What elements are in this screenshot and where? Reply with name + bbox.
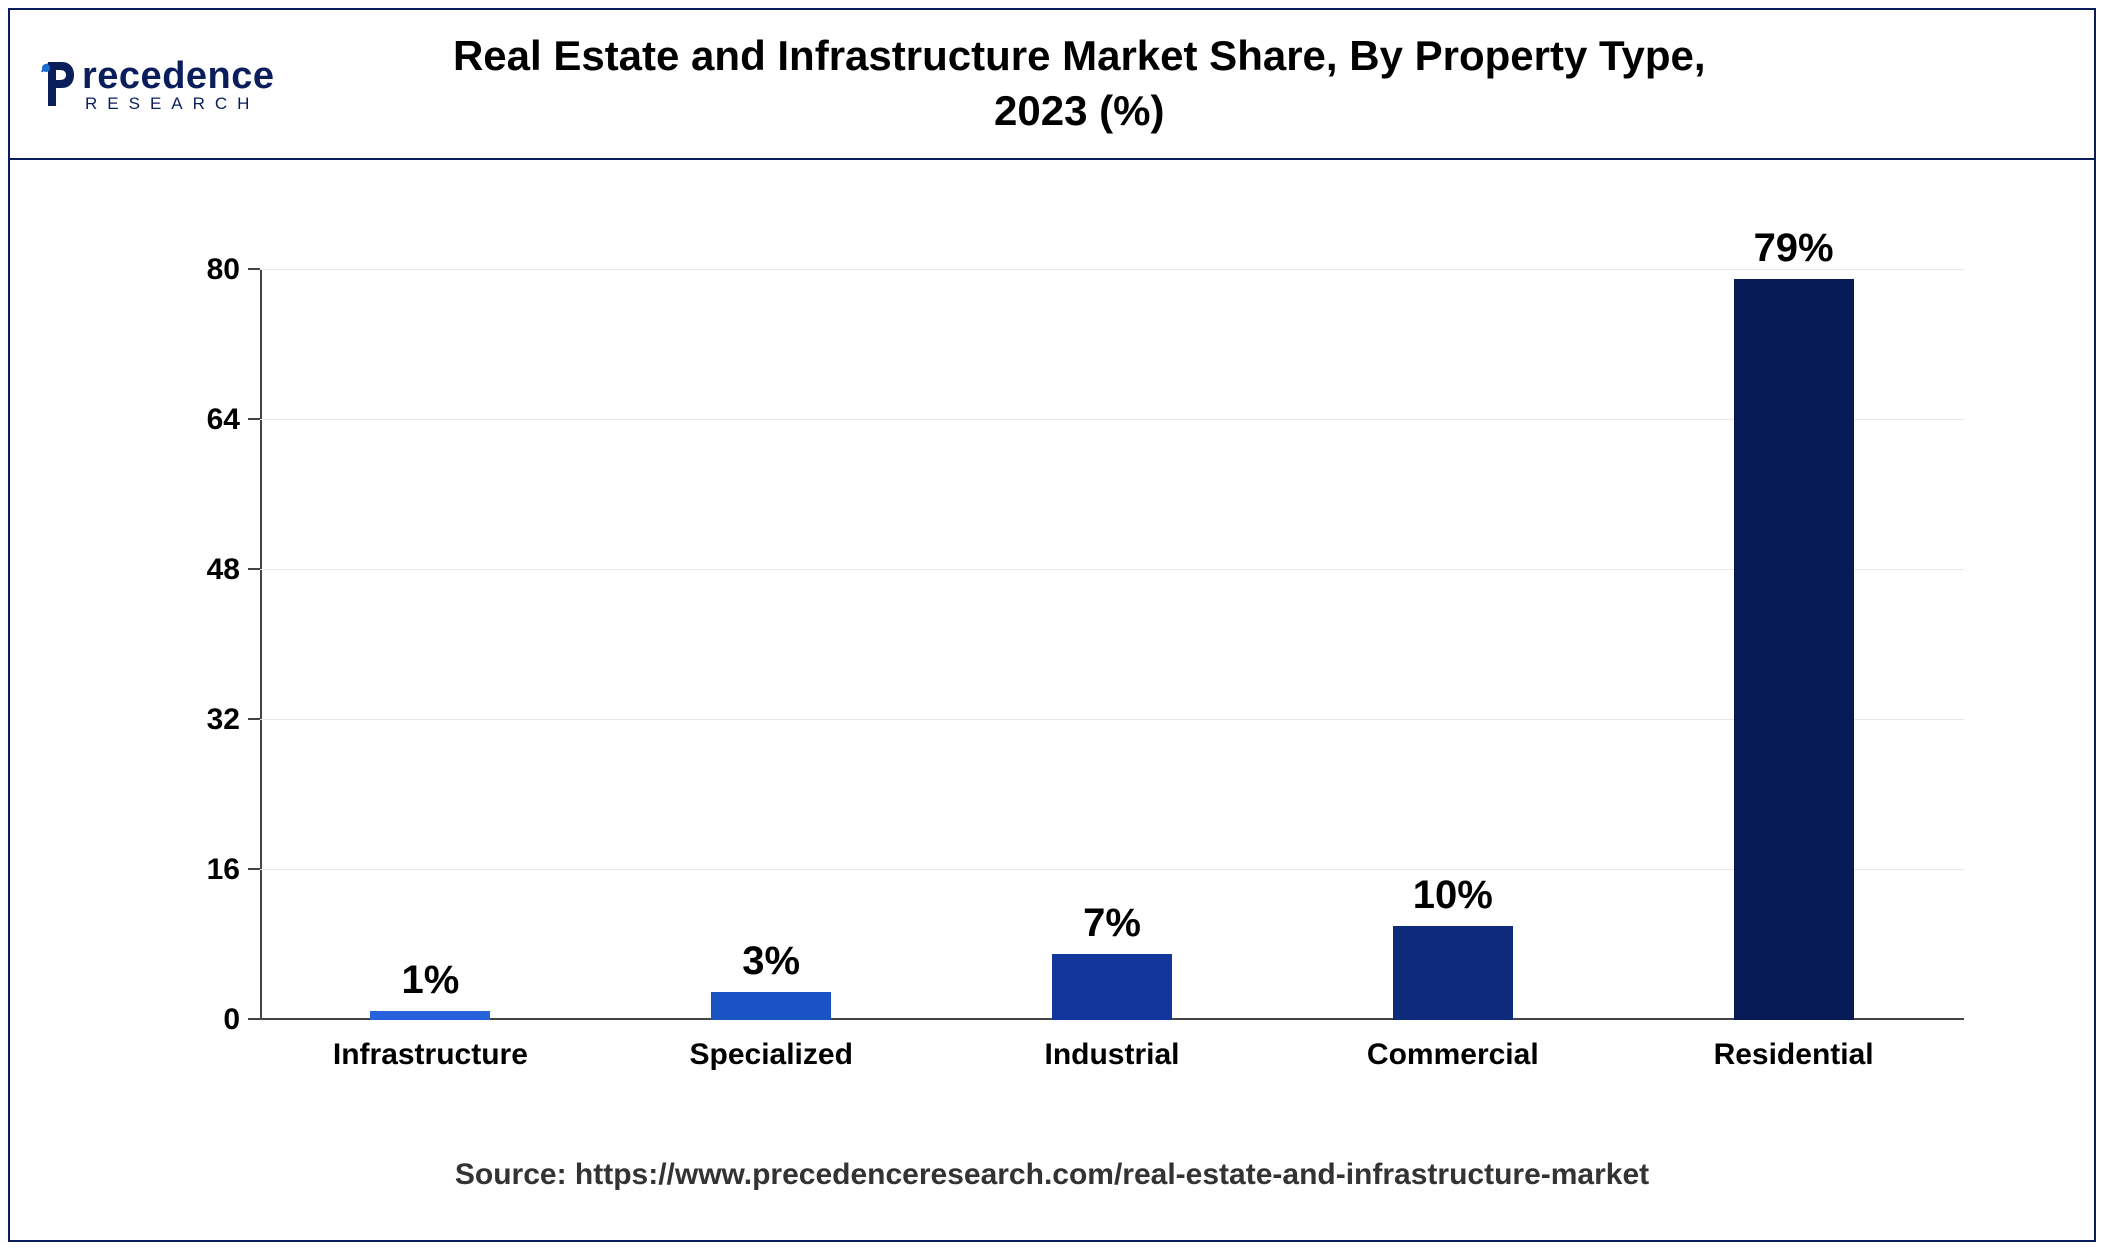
logo-sub-text: RESEARCH xyxy=(82,94,275,114)
chart-area: 1% 3% 7% 10% 79% 0 16 32 48 64 80 Infrastructure Sp… xyxy=(130,180,2004,1090)
y-axis xyxy=(260,270,262,1020)
bar-value-label: 79% xyxy=(1754,226,1834,271)
x-category-label: Commercial xyxy=(1367,1038,1539,1072)
bar-value-label: 7% xyxy=(1083,901,1141,946)
x-category-label: Residential xyxy=(1714,1038,1874,1072)
chart-title: Real Estate and Infrastructure Market Sh… xyxy=(275,29,2064,138)
gridline xyxy=(260,719,1964,720)
gridline xyxy=(260,569,1964,570)
title-line-2: 2023 (%) xyxy=(275,84,1884,139)
gridline xyxy=(260,419,1964,420)
y-tick-label: 48 xyxy=(207,553,240,587)
y-tick-label: 80 xyxy=(207,253,240,287)
y-tick-mark xyxy=(248,868,260,870)
x-category-label: Infrastructure xyxy=(333,1038,528,1072)
y-tick-label: 64 xyxy=(207,403,240,437)
bar-rect xyxy=(1393,926,1513,1020)
gridline xyxy=(260,269,1964,270)
chart-frame: recedence RESEARCH Real Estate and Infra… xyxy=(8,8,2096,1242)
logo-p-icon xyxy=(40,58,76,110)
y-tick-mark xyxy=(248,418,260,420)
bar-value-label: 1% xyxy=(401,958,459,1003)
bar-value-label: 10% xyxy=(1413,873,1493,918)
bar-group: 3% xyxy=(711,939,831,1020)
bar-group: 7% xyxy=(1052,901,1172,1020)
bar-group: 1% xyxy=(370,958,490,1020)
bar-rect xyxy=(370,1011,490,1020)
bar-rect xyxy=(1734,279,1854,1020)
bar-group: 79% xyxy=(1734,226,1854,1020)
y-tick-mark xyxy=(248,1018,260,1020)
plot-region: 1%3%7%10%79% 01632486480InfrastructureSp… xyxy=(260,270,1964,1020)
logo: recedence RESEARCH xyxy=(40,55,275,114)
bar-value-label: 3% xyxy=(742,939,800,984)
y-tick-label: 16 xyxy=(207,853,240,887)
title-line-1: Real Estate and Infrastructure Market Sh… xyxy=(275,29,1884,84)
logo-text-block: recedence RESEARCH xyxy=(82,55,275,114)
x-category-label: Specialized xyxy=(689,1038,852,1072)
source-citation: Source: https://www.precedenceresearch.c… xyxy=(10,1158,2094,1192)
bar-rect xyxy=(711,992,831,1020)
x-category-label: Industrial xyxy=(1044,1038,1179,1072)
y-tick-mark xyxy=(248,568,260,570)
logo-main-text: recedence xyxy=(82,55,275,98)
bar-rect xyxy=(1052,954,1172,1020)
y-tick-label: 0 xyxy=(223,1003,240,1037)
bar-group: 10% xyxy=(1393,873,1513,1020)
gridline xyxy=(260,869,1964,870)
header-bar: recedence RESEARCH Real Estate and Infra… xyxy=(10,10,2094,160)
y-tick-label: 32 xyxy=(207,703,240,737)
y-tick-mark xyxy=(248,268,260,270)
y-tick-mark xyxy=(248,718,260,720)
